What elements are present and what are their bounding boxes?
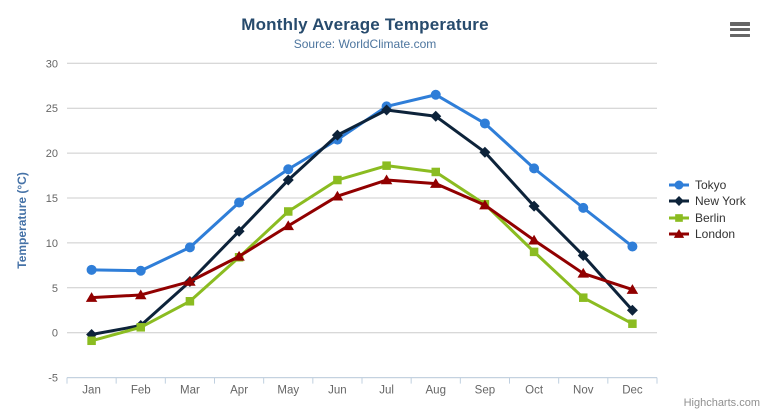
series-line-london[interactable] xyxy=(90,178,634,300)
hamburger-icon xyxy=(730,22,750,26)
export-menu-button[interactable] xyxy=(730,22,750,37)
data-point-tokyo[interactable] xyxy=(529,163,540,174)
data-point-tokyo[interactable] xyxy=(234,197,245,208)
data-point-berlin[interactable] xyxy=(529,247,539,257)
x-axis-label: Mar xyxy=(180,385,200,397)
data-point-london[interactable] xyxy=(184,276,196,286)
y-axis-label: 25 xyxy=(46,103,58,115)
legend: Tokyo New York Berlin London xyxy=(668,177,746,242)
data-point-london[interactable] xyxy=(626,284,639,294)
data-point-berlin[interactable] xyxy=(185,297,195,306)
data-point-new-york[interactable] xyxy=(233,225,245,237)
data-point-tokyo[interactable] xyxy=(283,164,294,175)
data-point-berlin[interactable] xyxy=(136,323,146,332)
legend-marker-circle-icon xyxy=(669,180,689,190)
legend-marker-square-icon xyxy=(669,213,689,222)
data-point-berlin[interactable] xyxy=(333,175,342,185)
legend-label: New York xyxy=(695,194,746,209)
x-axis-label: May xyxy=(277,385,299,397)
series-tokyo xyxy=(86,89,638,276)
data-point-berlin[interactable] xyxy=(579,293,588,302)
legend-marker-triangle-icon xyxy=(669,229,689,238)
data-point-tokyo[interactable] xyxy=(86,264,97,275)
chart-title: Monthly Average Temperature xyxy=(241,15,489,34)
legend-label: Tokyo xyxy=(695,178,727,193)
y-axis-label: 30 xyxy=(46,58,58,70)
legend-label: Berlin xyxy=(695,210,726,225)
x-axis-label: Nov xyxy=(573,385,594,397)
data-point-tokyo[interactable] xyxy=(135,265,146,276)
series-london xyxy=(85,174,639,302)
legend-marker-diamond-icon xyxy=(669,196,689,207)
y-axis-label: 0 xyxy=(52,328,58,340)
data-point-tokyo[interactable] xyxy=(430,89,441,100)
y-axis-label: 5 xyxy=(52,283,58,295)
data-point-berlin[interactable] xyxy=(284,207,293,216)
data-point-new-york[interactable] xyxy=(282,174,294,186)
data-point-berlin[interactable] xyxy=(431,167,441,177)
x-axis-label: Oct xyxy=(525,385,544,397)
legend-marker xyxy=(674,180,684,190)
x-axis-label: Sep xyxy=(475,385,495,397)
data-point-london[interactable] xyxy=(577,267,590,278)
series-line-new-york[interactable] xyxy=(90,108,634,336)
data-point-tokyo[interactable] xyxy=(627,241,638,252)
legend-marker xyxy=(673,229,685,238)
highcharts-credits-link[interactable]: Highcharts.com xyxy=(683,397,760,409)
data-point-berlin[interactable] xyxy=(628,319,637,328)
legend-item-new-york[interactable]: New York xyxy=(668,193,746,209)
y-axis-label: 15 xyxy=(46,193,58,205)
data-point-london[interactable] xyxy=(331,190,344,201)
hamburger-icon xyxy=(730,33,750,37)
x-axis-label: Dec xyxy=(622,385,643,397)
y-axis-label: 20 xyxy=(46,148,58,160)
data-point-tokyo[interactable] xyxy=(184,242,195,253)
data-point-new-york[interactable] xyxy=(479,146,491,158)
x-axis-label: Jun xyxy=(328,385,347,397)
legend-label: London xyxy=(695,227,736,242)
data-point-london[interactable] xyxy=(85,292,98,302)
data-point-new-york[interactable] xyxy=(626,304,638,316)
legend-marker xyxy=(675,213,683,222)
legend-item-berlin[interactable]: Berlin xyxy=(668,210,746,226)
data-point-london[interactable] xyxy=(233,250,245,261)
data-point-london[interactable] xyxy=(479,199,491,210)
x-axis-label: Apr xyxy=(230,385,248,397)
hamburger-icon xyxy=(730,27,750,32)
series-new-york xyxy=(86,104,638,340)
data-point-new-york[interactable] xyxy=(381,104,393,116)
series-line-berlin[interactable] xyxy=(90,164,634,343)
data-point-tokyo[interactable] xyxy=(578,202,589,213)
data-point-london[interactable] xyxy=(430,178,442,188)
data-point-london[interactable] xyxy=(380,174,393,185)
x-axis-label: Jul xyxy=(379,385,394,397)
data-point-berlin[interactable] xyxy=(87,336,96,346)
x-axis-label: Aug xyxy=(426,385,446,397)
data-point-new-york[interactable] xyxy=(577,249,589,261)
data-point-london[interactable] xyxy=(282,220,295,231)
data-point-new-york[interactable] xyxy=(430,110,442,122)
chart-subtitle: Source: WorldClimate.com xyxy=(293,37,437,51)
data-point-tokyo[interactable] xyxy=(479,118,490,129)
legend-item-tokyo[interactable]: Tokyo xyxy=(668,177,746,193)
legend-item-london[interactable]: London xyxy=(668,226,746,242)
x-axis-label: Feb xyxy=(131,385,151,397)
data-point-new-york[interactable] xyxy=(331,129,343,141)
data-point-new-york[interactable] xyxy=(528,200,540,212)
x-axis-label: Jan xyxy=(82,385,101,397)
legend-marker xyxy=(674,196,684,207)
y-axis-label: -5 xyxy=(48,373,58,385)
y-axis-label: 10 xyxy=(46,238,58,250)
y-axis-title: Temperature (°C) xyxy=(15,172,29,269)
data-point-london[interactable] xyxy=(135,289,147,300)
data-point-london[interactable] xyxy=(528,234,540,245)
data-point-berlin[interactable] xyxy=(382,161,391,170)
